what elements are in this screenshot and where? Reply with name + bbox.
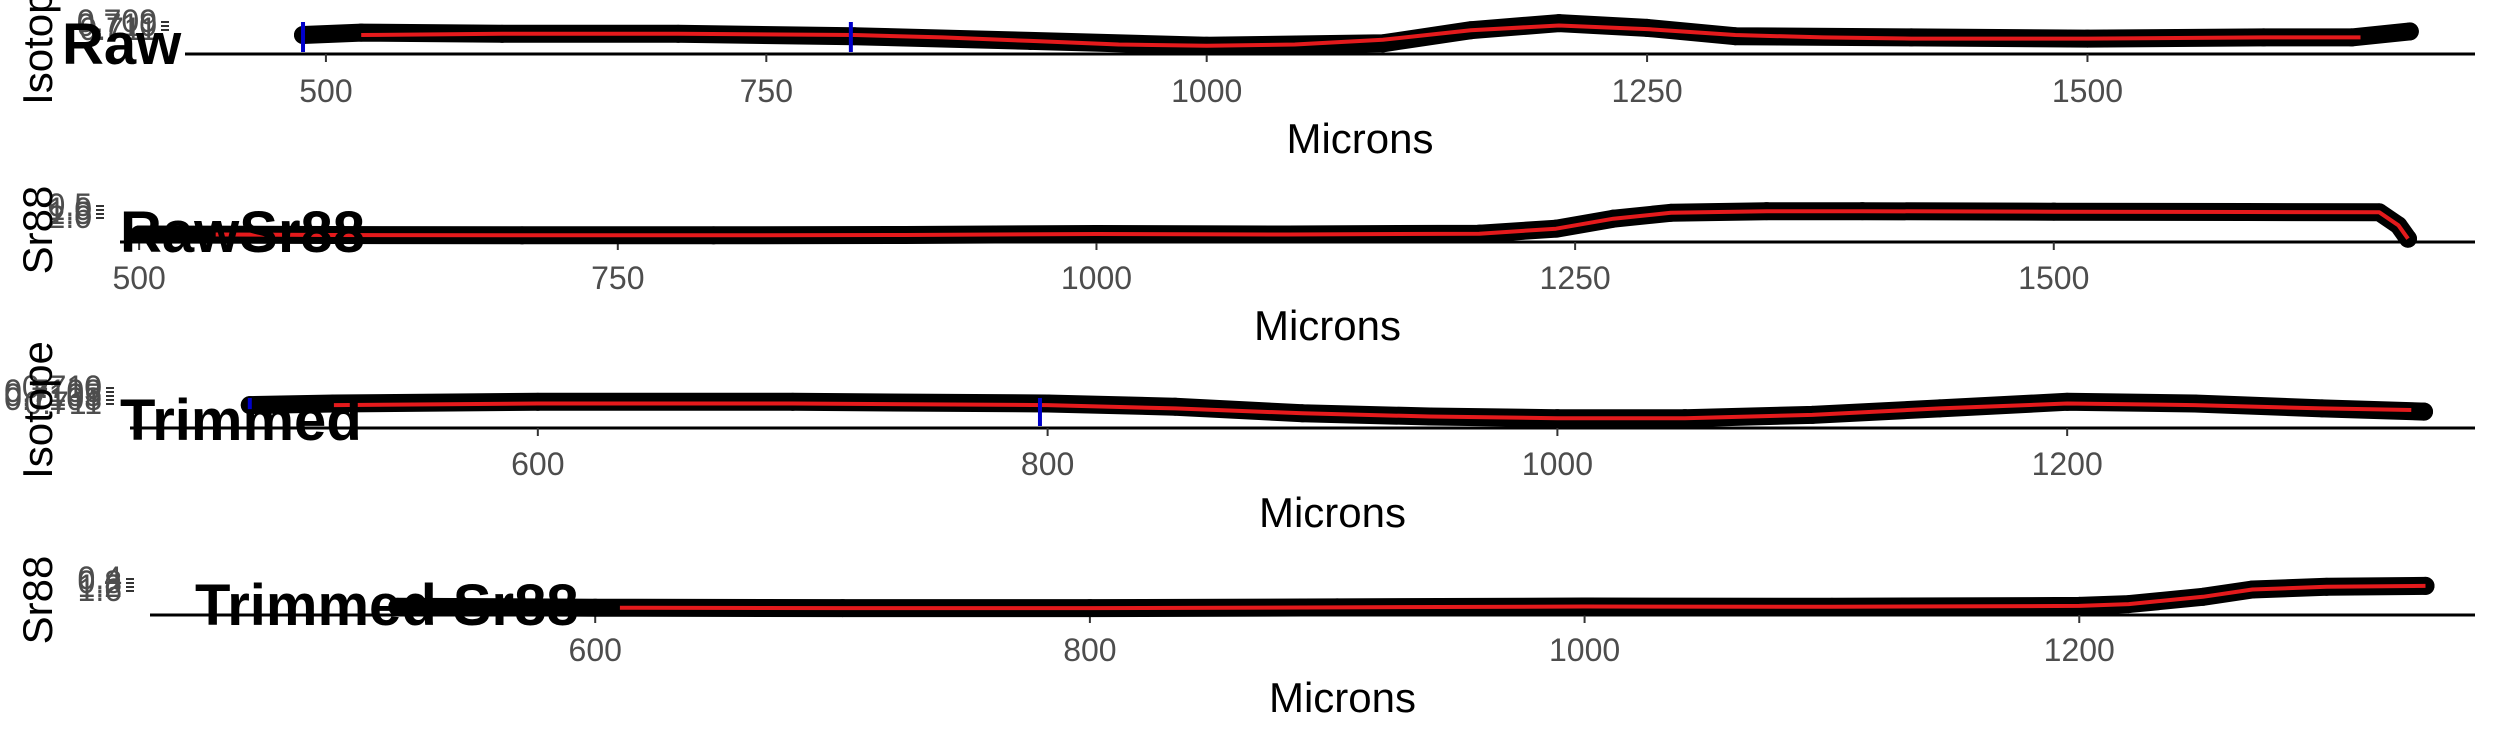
- y-axis-title: Isotope: [14, 341, 61, 479]
- x-tick-label: 500: [299, 73, 352, 109]
- y-tick-label: 1.5: [48, 195, 92, 231]
- x-axis-title: Microns: [1269, 674, 1416, 721]
- x-tick-label: 1500: [2018, 260, 2089, 296]
- x-tick-label: 1250: [1611, 73, 1682, 109]
- x-tick-label: 1000: [1549, 632, 1620, 668]
- y-tick-label: 0.711: [79, 11, 157, 47]
- x-tick-label: 750: [740, 73, 793, 109]
- x-tick-label: 1000: [1522, 446, 1593, 482]
- y-tick-label: 0.8: [78, 564, 122, 600]
- y-tick-label: 0.710: [22, 369, 102, 405]
- smooth-line: [333, 401, 2412, 421]
- x-tick-label: 1500: [2052, 73, 2123, 109]
- panel-2: 500 750 1000 1250 1500 2.01.51.00.5 RawSr88 Mic…: [14, 186, 2475, 349]
- data-point: [352, 23, 371, 42]
- smooth-line: [361, 23, 2361, 48]
- x-axis-title: Microns: [1286, 115, 1433, 162]
- data-point: [1550, 14, 1568, 33]
- x-tick-label: 1200: [2044, 632, 2115, 668]
- data-point: [586, 598, 605, 617]
- data-point: [130, 225, 149, 244]
- y-tick-label: 0.7103: [4, 373, 102, 409]
- x-tick-label: 600: [569, 632, 622, 668]
- data-point: [2415, 402, 2434, 421]
- y-tick-label: 0.4: [78, 560, 122, 596]
- y-tick-label: 0.711: [24, 385, 102, 421]
- data-point: [388, 597, 407, 616]
- y-tick-label: 0.7108: [4, 381, 102, 417]
- panel-title: RawSr88: [120, 200, 365, 265]
- x-axis-title: Microns: [1254, 302, 1401, 349]
- y-tick-label: 1.2: [78, 568, 122, 604]
- x-tick-label: 800: [1021, 446, 1074, 482]
- x-tick-label: 750: [591, 260, 644, 296]
- x-tick-label: 800: [1063, 632, 1116, 668]
- data-point: [2400, 22, 2419, 41]
- x-axis-title: Microns: [1259, 489, 1406, 536]
- y-tick-label: 0.709: [77, 3, 157, 39]
- y-tick-label: 1.0: [48, 191, 92, 227]
- x-tick-label: 1000: [1061, 260, 1132, 296]
- panel-3: 600 800 1000 1200 0.7110.71080.71050.71030.7…: [4, 341, 2475, 536]
- panel-title: Trimmed Sr88: [195, 573, 579, 638]
- y-axis-title: Sr88: [14, 556, 61, 645]
- x-tick-label: 600: [511, 446, 564, 482]
- panel-4: 600 800 1000 1200 1.61.20.80.4 Trimmed Sr88 Mi…: [14, 556, 2475, 721]
- panel-title: Trimmed: [120, 388, 362, 453]
- y-tick-label: 0.7105: [4, 377, 102, 413]
- y-axis-title: Sr88: [14, 186, 61, 275]
- data-point: [2416, 576, 2435, 595]
- y-tick-label: 0.5: [48, 187, 92, 223]
- smooth-line: [619, 583, 2426, 611]
- smooth-line: [215, 209, 2410, 240]
- x-tick-label: 1250: [1540, 260, 1611, 296]
- y-tick-label: 0.710: [77, 7, 157, 43]
- x-tick-label: 500: [112, 260, 165, 296]
- y-axis-title: Isotope: [14, 0, 61, 105]
- x-tick-label: 1000: [1171, 73, 1242, 109]
- panel-title: Raw: [62, 12, 182, 77]
- data-point: [1373, 34, 1392, 53]
- y-tick-label: 1.6: [78, 572, 122, 608]
- y-tick-label: 2.0: [48, 199, 92, 235]
- x-tick-label: 1200: [2032, 446, 2103, 482]
